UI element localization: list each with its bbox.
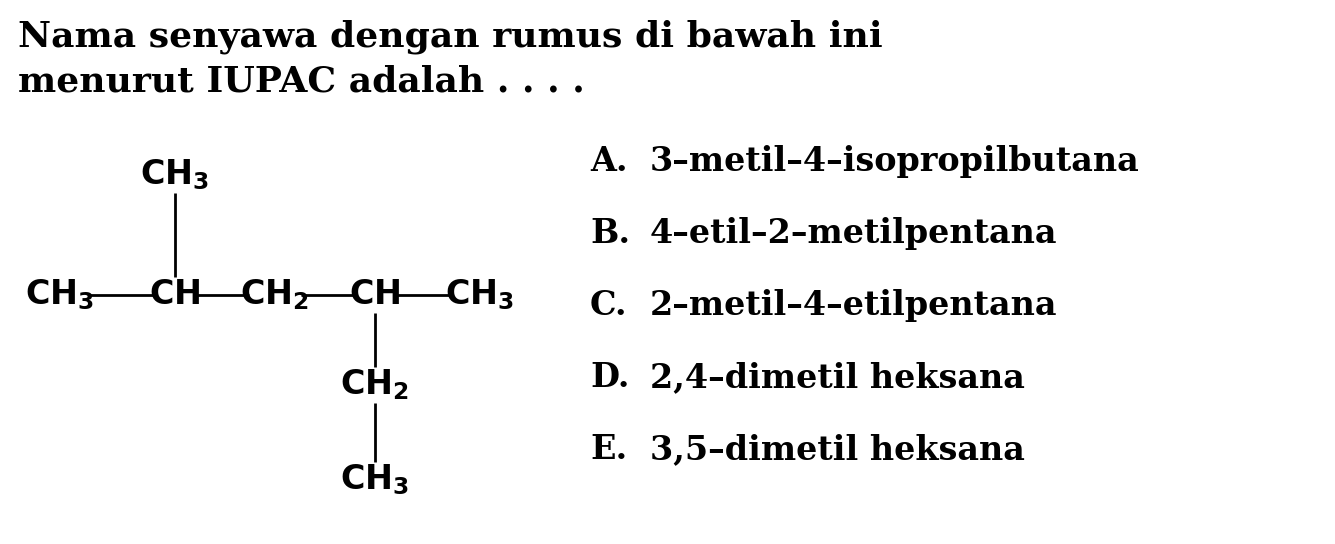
Text: $\mathbf{CH}$: $\mathbf{CH}$ (350, 279, 400, 311)
Text: $\mathbf{CH_2}$: $\mathbf{CH_2}$ (340, 368, 410, 403)
Text: 4–etil–2–metilpentana: 4–etil–2–metilpentana (650, 217, 1057, 250)
Text: $\mathbf{CH_3}$: $\mathbf{CH_3}$ (25, 277, 95, 312)
Text: $\mathbf{CH}$: $\mathbf{CH}$ (150, 279, 200, 311)
Text: A.: A. (590, 145, 627, 178)
Text: menurut IUPAC adalah . . . .: menurut IUPAC adalah . . . . (17, 65, 585, 99)
Text: $\mathbf{CH_3}$: $\mathbf{CH_3}$ (140, 158, 210, 193)
Text: $\mathbf{CH_2}$: $\mathbf{CH_2}$ (240, 277, 310, 312)
Text: B.: B. (590, 217, 630, 250)
Text: D.: D. (590, 361, 630, 394)
Text: 2–metil–4–etilpentana: 2–metil–4–etilpentana (650, 289, 1057, 322)
Text: $\mathbf{CH_3}$: $\mathbf{CH_3}$ (446, 277, 514, 312)
Text: Nama senyawa dengan rumus di bawah ini: Nama senyawa dengan rumus di bawah ini (17, 20, 882, 54)
Text: $\mathbf{CH_3}$: $\mathbf{CH_3}$ (340, 462, 410, 497)
Text: C.: C. (590, 289, 627, 322)
Text: 2,4–dimetil heksana: 2,4–dimetil heksana (650, 361, 1025, 394)
Text: 3–metil–4–isopropilbutana: 3–metil–4–isopropilbutana (650, 145, 1140, 178)
Text: 3,5–dimetil heksana: 3,5–dimetil heksana (650, 433, 1025, 466)
Text: E.: E. (590, 433, 627, 466)
